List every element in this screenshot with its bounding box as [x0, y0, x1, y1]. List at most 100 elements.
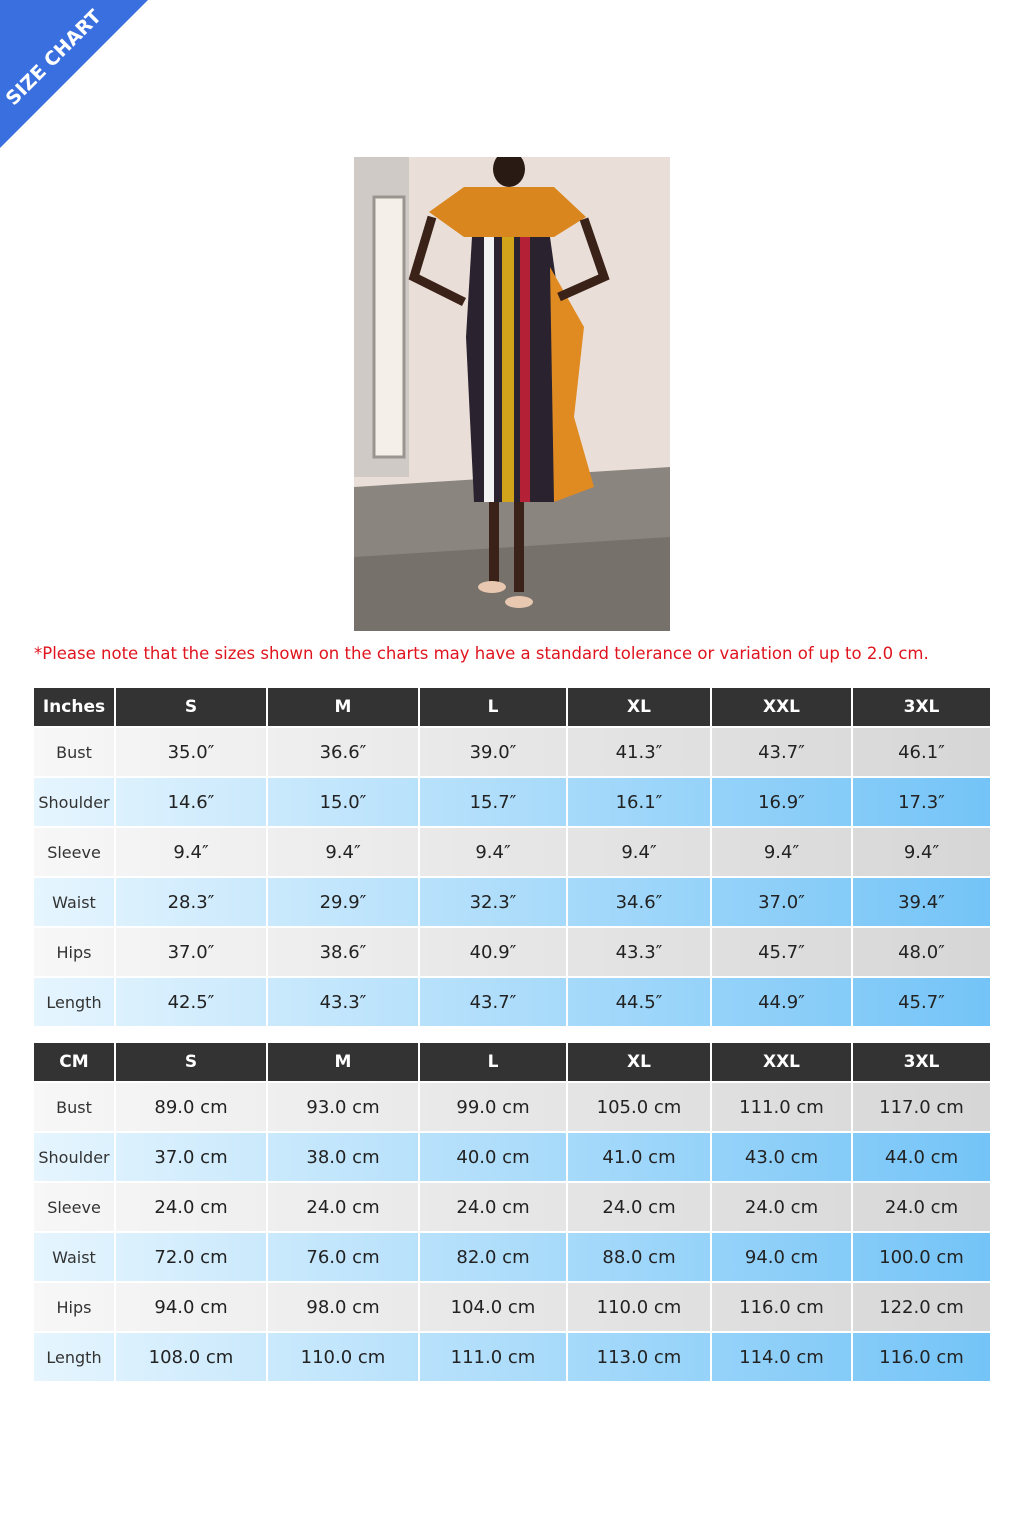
size-value: 14.6″ — [114, 778, 266, 826]
size-value: 15.7″ — [418, 778, 566, 826]
row-label: Hips — [56, 1297, 92, 1317]
table-row: Bust 35.0″ 36.6″ 39.0″ 41.3″ 43.7″ 46.1″ — [34, 728, 990, 776]
size-value: 37.0 cm — [114, 1133, 266, 1181]
size-value: 24.0 cm — [851, 1183, 990, 1231]
size-value: 35.0″ — [114, 728, 266, 776]
row-label: Length — [46, 1347, 102, 1367]
header-cell: L — [418, 1043, 566, 1081]
product-photo — [354, 157, 670, 631]
table-row: Length 108.0 cm 110.0 cm 111.0 cm 113.0 cm 11… — [34, 1333, 990, 1381]
table-row: Shoulder 14.6″ 15.0″ 15.7″ 16.1″ 16.9″ 17.3″ — [34, 778, 990, 826]
header-cell: S — [114, 1043, 266, 1081]
size-value: 39.0″ — [418, 728, 566, 776]
size-value: 93.0 cm — [266, 1083, 418, 1131]
size-value: 43.7″ — [710, 728, 851, 776]
size-value: 24.0 cm — [266, 1183, 418, 1231]
row-label: Sleeve — [47, 842, 101, 862]
size-value: 82.0 cm — [418, 1233, 566, 1281]
size-value: 37.0″ — [114, 928, 266, 976]
size-value: 38.6″ — [266, 928, 418, 976]
header-cell: XL — [566, 688, 710, 726]
size-value: 44.9″ — [710, 978, 851, 1026]
header-cell: 3XL — [851, 688, 990, 726]
header-cell: XXL — [710, 688, 851, 726]
table-row: Bust 89.0 cm 93.0 cm 99.0 cm 105.0 cm 111.0 c… — [34, 1083, 990, 1131]
size-value: 38.0 cm — [266, 1133, 418, 1181]
header-cell: XL — [566, 1043, 710, 1081]
header-cell: 3XL — [851, 1043, 990, 1081]
table-row: Sleeve 9.4″ 9.4″ 9.4″ 9.4″ 9.4″ 9.4″ — [34, 828, 990, 876]
size-value: 9.4″ — [710, 828, 851, 876]
row-label: Shoulder — [38, 792, 110, 812]
size-value: 34.6″ — [566, 878, 710, 926]
row-label: Sleeve — [47, 1197, 101, 1217]
size-value: 16.1″ — [566, 778, 710, 826]
size-value: 116.0 cm — [710, 1283, 851, 1331]
size-value: 43.3″ — [266, 978, 418, 1026]
size-value: 32.3″ — [418, 878, 566, 926]
size-value: 99.0 cm — [418, 1083, 566, 1131]
size-value: 43.7″ — [418, 978, 566, 1026]
table-row: Waist 72.0 cm 76.0 cm 82.0 cm 88.0 cm 94.0 cm… — [34, 1233, 990, 1281]
size-value: 9.4″ — [418, 828, 566, 876]
size-value: 24.0 cm — [418, 1183, 566, 1231]
cm-table: CM S M L XL XXL 3XL Bust 89.0 cm 93.0 cm 99.0 cm 10… — [34, 1043, 990, 1383]
size-value: 114.0 cm — [710, 1333, 851, 1381]
size-value: 100.0 cm — [851, 1233, 990, 1281]
table-row: Hips 94.0 cm 98.0 cm 104.0 cm 110.0 cm 116.0 … — [34, 1283, 990, 1331]
row-label: Length — [46, 992, 102, 1012]
table-row: Shoulder 37.0 cm 38.0 cm 40.0 cm 41.0 cm 43.0… — [34, 1133, 990, 1181]
size-value: 94.0 cm — [710, 1233, 851, 1281]
size-value: 45.7″ — [851, 978, 990, 1026]
row-label: Waist — [52, 1247, 96, 1267]
header-cell: CM — [59, 1052, 89, 1072]
header-cell: S — [114, 688, 266, 726]
size-value: 28.3″ — [114, 878, 266, 926]
size-value: 44.5″ — [566, 978, 710, 1026]
size-value: 44.0 cm — [851, 1133, 990, 1181]
size-value: 108.0 cm — [114, 1333, 266, 1381]
table-row: Length 42.5″ 43.3″ 43.7″ 44.5″ 44.9″ 45.7″ — [34, 978, 990, 1026]
size-value: 111.0 cm — [710, 1083, 851, 1131]
size-value: 72.0 cm — [114, 1233, 266, 1281]
size-value: 41.0 cm — [566, 1133, 710, 1181]
size-value: 104.0 cm — [418, 1283, 566, 1331]
row-label: Hips — [56, 942, 92, 962]
tolerance-note: *Please note that the sizes shown on the… — [34, 644, 929, 663]
row-label: Bust — [56, 742, 92, 762]
size-value: 24.0 cm — [566, 1183, 710, 1231]
size-value: 46.1″ — [851, 728, 990, 776]
size-value: 24.0 cm — [710, 1183, 851, 1231]
size-value: 48.0″ — [851, 928, 990, 976]
size-value: 36.6″ — [266, 728, 418, 776]
inches-table: Inches S M L XL XXL 3XL Bust 35.0″ 36.6″ 39.0″ 41.3… — [34, 688, 990, 1028]
size-value: 16.9″ — [710, 778, 851, 826]
header-row: CM S M L XL XXL 3XL — [34, 1043, 990, 1081]
header-cell: XXL — [710, 1043, 851, 1081]
size-value: 113.0 cm — [566, 1333, 710, 1381]
size-value: 9.4″ — [114, 828, 266, 876]
header-cell: Inches — [42, 697, 106, 717]
size-value: 29.9″ — [266, 878, 418, 926]
size-value: 76.0 cm — [266, 1233, 418, 1281]
header-cell: L — [418, 688, 566, 726]
size-value: 40.9″ — [418, 928, 566, 976]
size-value: 45.7″ — [710, 928, 851, 976]
row-label: Shoulder — [38, 1147, 110, 1167]
size-value: 9.4″ — [566, 828, 710, 876]
size-value: 117.0 cm — [851, 1083, 990, 1131]
size-value: 39.4″ — [851, 878, 990, 926]
size-value: 105.0 cm — [566, 1083, 710, 1131]
table-row: Hips 37.0″ 38.6″ 40.9″ 43.3″ 45.7″ 48.0″ — [34, 928, 990, 976]
header-cell: M — [266, 688, 418, 726]
size-value: 15.0″ — [266, 778, 418, 826]
size-value: 42.5″ — [114, 978, 266, 1026]
table-row: Waist 28.3″ 29.9″ 32.3″ 34.6″ 37.0″ 39.4″ — [34, 878, 990, 926]
size-value: 43.3″ — [566, 928, 710, 976]
size-value: 110.0 cm — [566, 1283, 710, 1331]
size-value: 94.0 cm — [114, 1283, 266, 1331]
size-value: 9.4″ — [851, 828, 990, 876]
size-value: 110.0 cm — [266, 1333, 418, 1381]
size-value: 111.0 cm — [418, 1333, 566, 1381]
